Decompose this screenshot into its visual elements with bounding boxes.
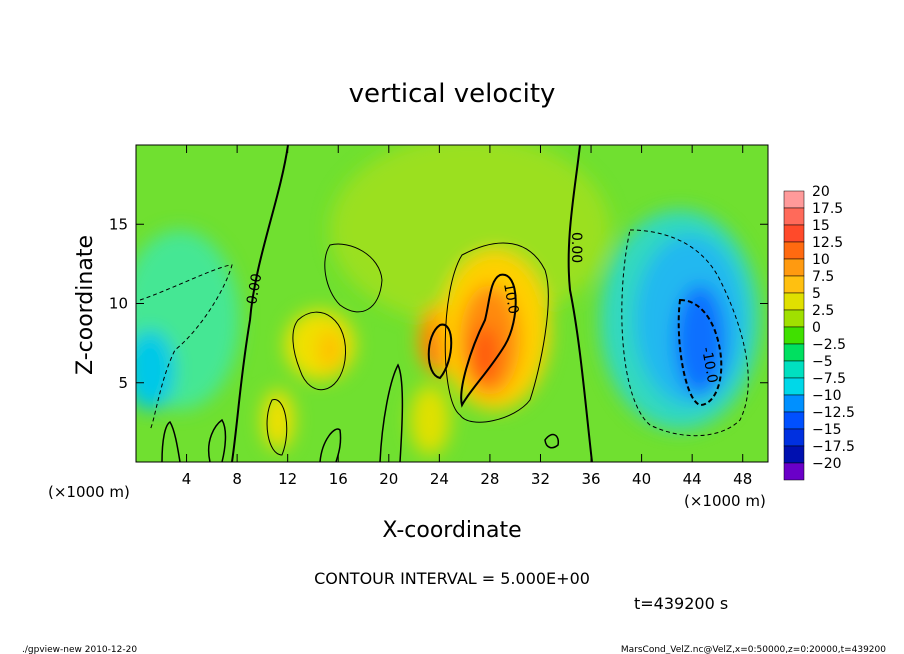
colorbar-label: 0: [812, 320, 821, 336]
x-tick-label: 32: [531, 470, 550, 488]
x-tick-label: 24: [430, 470, 449, 488]
colorbar-swatch: [783, 224, 805, 243]
colorbar-swatch: [783, 411, 805, 430]
colorbar-label: 17.5: [812, 201, 843, 217]
colorbar-label: −17.5: [812, 439, 855, 455]
y-tick-label: 10: [109, 295, 128, 313]
x-tick-label: 16: [329, 470, 348, 488]
contour-label-ten: 10.0: [500, 282, 521, 315]
y-tick-label: 15: [109, 215, 128, 233]
x-unit-left: (×1000 m): [48, 483, 130, 501]
colorbar-swatch: [783, 445, 805, 464]
colorbar-swatch: [783, 428, 805, 447]
x-tick-label: 8: [232, 470, 242, 488]
colorbar-swatch: [783, 309, 805, 328]
colorbar-swatch: [783, 326, 805, 345]
contour-label-minus-ten: -10.0: [698, 346, 720, 384]
x-unit-right: (×1000 m): [684, 492, 766, 510]
colorbar-swatch: [783, 190, 805, 209]
contour-interval: CONTOUR INTERVAL = 5.000E+00: [314, 569, 590, 588]
y-tick-label: 5: [118, 374, 128, 392]
x-tick-label: 36: [581, 470, 600, 488]
colorbar-label: −20: [812, 456, 842, 472]
colorbar-swatch: [783, 343, 805, 362]
colorbar-label: 15: [812, 218, 830, 234]
x-tick-label: 4: [182, 470, 192, 488]
colorbar-label: −2.5: [812, 337, 846, 353]
x-tick-label: 20: [379, 470, 398, 488]
colorbar-swatch: [783, 241, 805, 260]
chart-title: vertical velocity: [349, 79, 556, 109]
y-axis-label: Z-coordinate: [73, 235, 98, 375]
colorbar-swatch: [783, 394, 805, 413]
colorbar-label: 7.5: [812, 269, 834, 285]
time-label: t=439200 s: [634, 594, 728, 613]
colorbar-label: 10: [812, 252, 830, 268]
colorbar-swatch: [783, 258, 805, 277]
colorbar-label: 20: [812, 184, 830, 200]
footer-left: ./gpview-new 2010-12-20: [22, 645, 137, 654]
x-axis: 4 8 12 16 20 24 28 32 36 40 44 48: [182, 145, 752, 488]
colorbar-label: −7.5: [812, 371, 846, 387]
x-tick-label: 28: [480, 470, 499, 488]
colorbar-label: −10: [812, 388, 842, 404]
colorbar-label: 5: [812, 286, 821, 302]
colorbar-swatch: [783, 207, 805, 226]
colorbar-label: −12.5: [812, 405, 855, 421]
contour-label-zero-right: 0.00: [568, 232, 584, 263]
colorbar-swatch: [783, 292, 805, 311]
x-tick-label: 12: [278, 470, 297, 488]
contour-label-zero-left: 0.00: [244, 272, 265, 305]
x-tick-label: 48: [733, 470, 752, 488]
colorbar-swatch: [783, 377, 805, 396]
footer-right: MarsCond_VelZ.nc@VelZ,x=0:50000,z=0:2000…: [621, 645, 886, 654]
colorbar-label: 12.5: [812, 235, 843, 251]
x-tick-label: 40: [632, 470, 651, 488]
y-axis: 5 10 15: [109, 215, 768, 392]
colorbar: 2017.51512.5107.552.50−2.5−5−7.5−10−12.5…: [783, 184, 855, 481]
colorbar-label: −5: [812, 354, 833, 370]
colorbar-swatch: [783, 462, 805, 481]
colorbar-label: 2.5: [812, 303, 834, 319]
x-tick-label: 44: [683, 470, 702, 488]
colorbar-label: −15: [812, 422, 842, 438]
heatmap-field: 0.00 0.00 10.0 -10.0: [136, 145, 768, 462]
x-axis-label: X-coordinate: [382, 518, 521, 543]
colorbar-swatch: [783, 360, 805, 379]
colorbar-swatch: [783, 275, 805, 294]
